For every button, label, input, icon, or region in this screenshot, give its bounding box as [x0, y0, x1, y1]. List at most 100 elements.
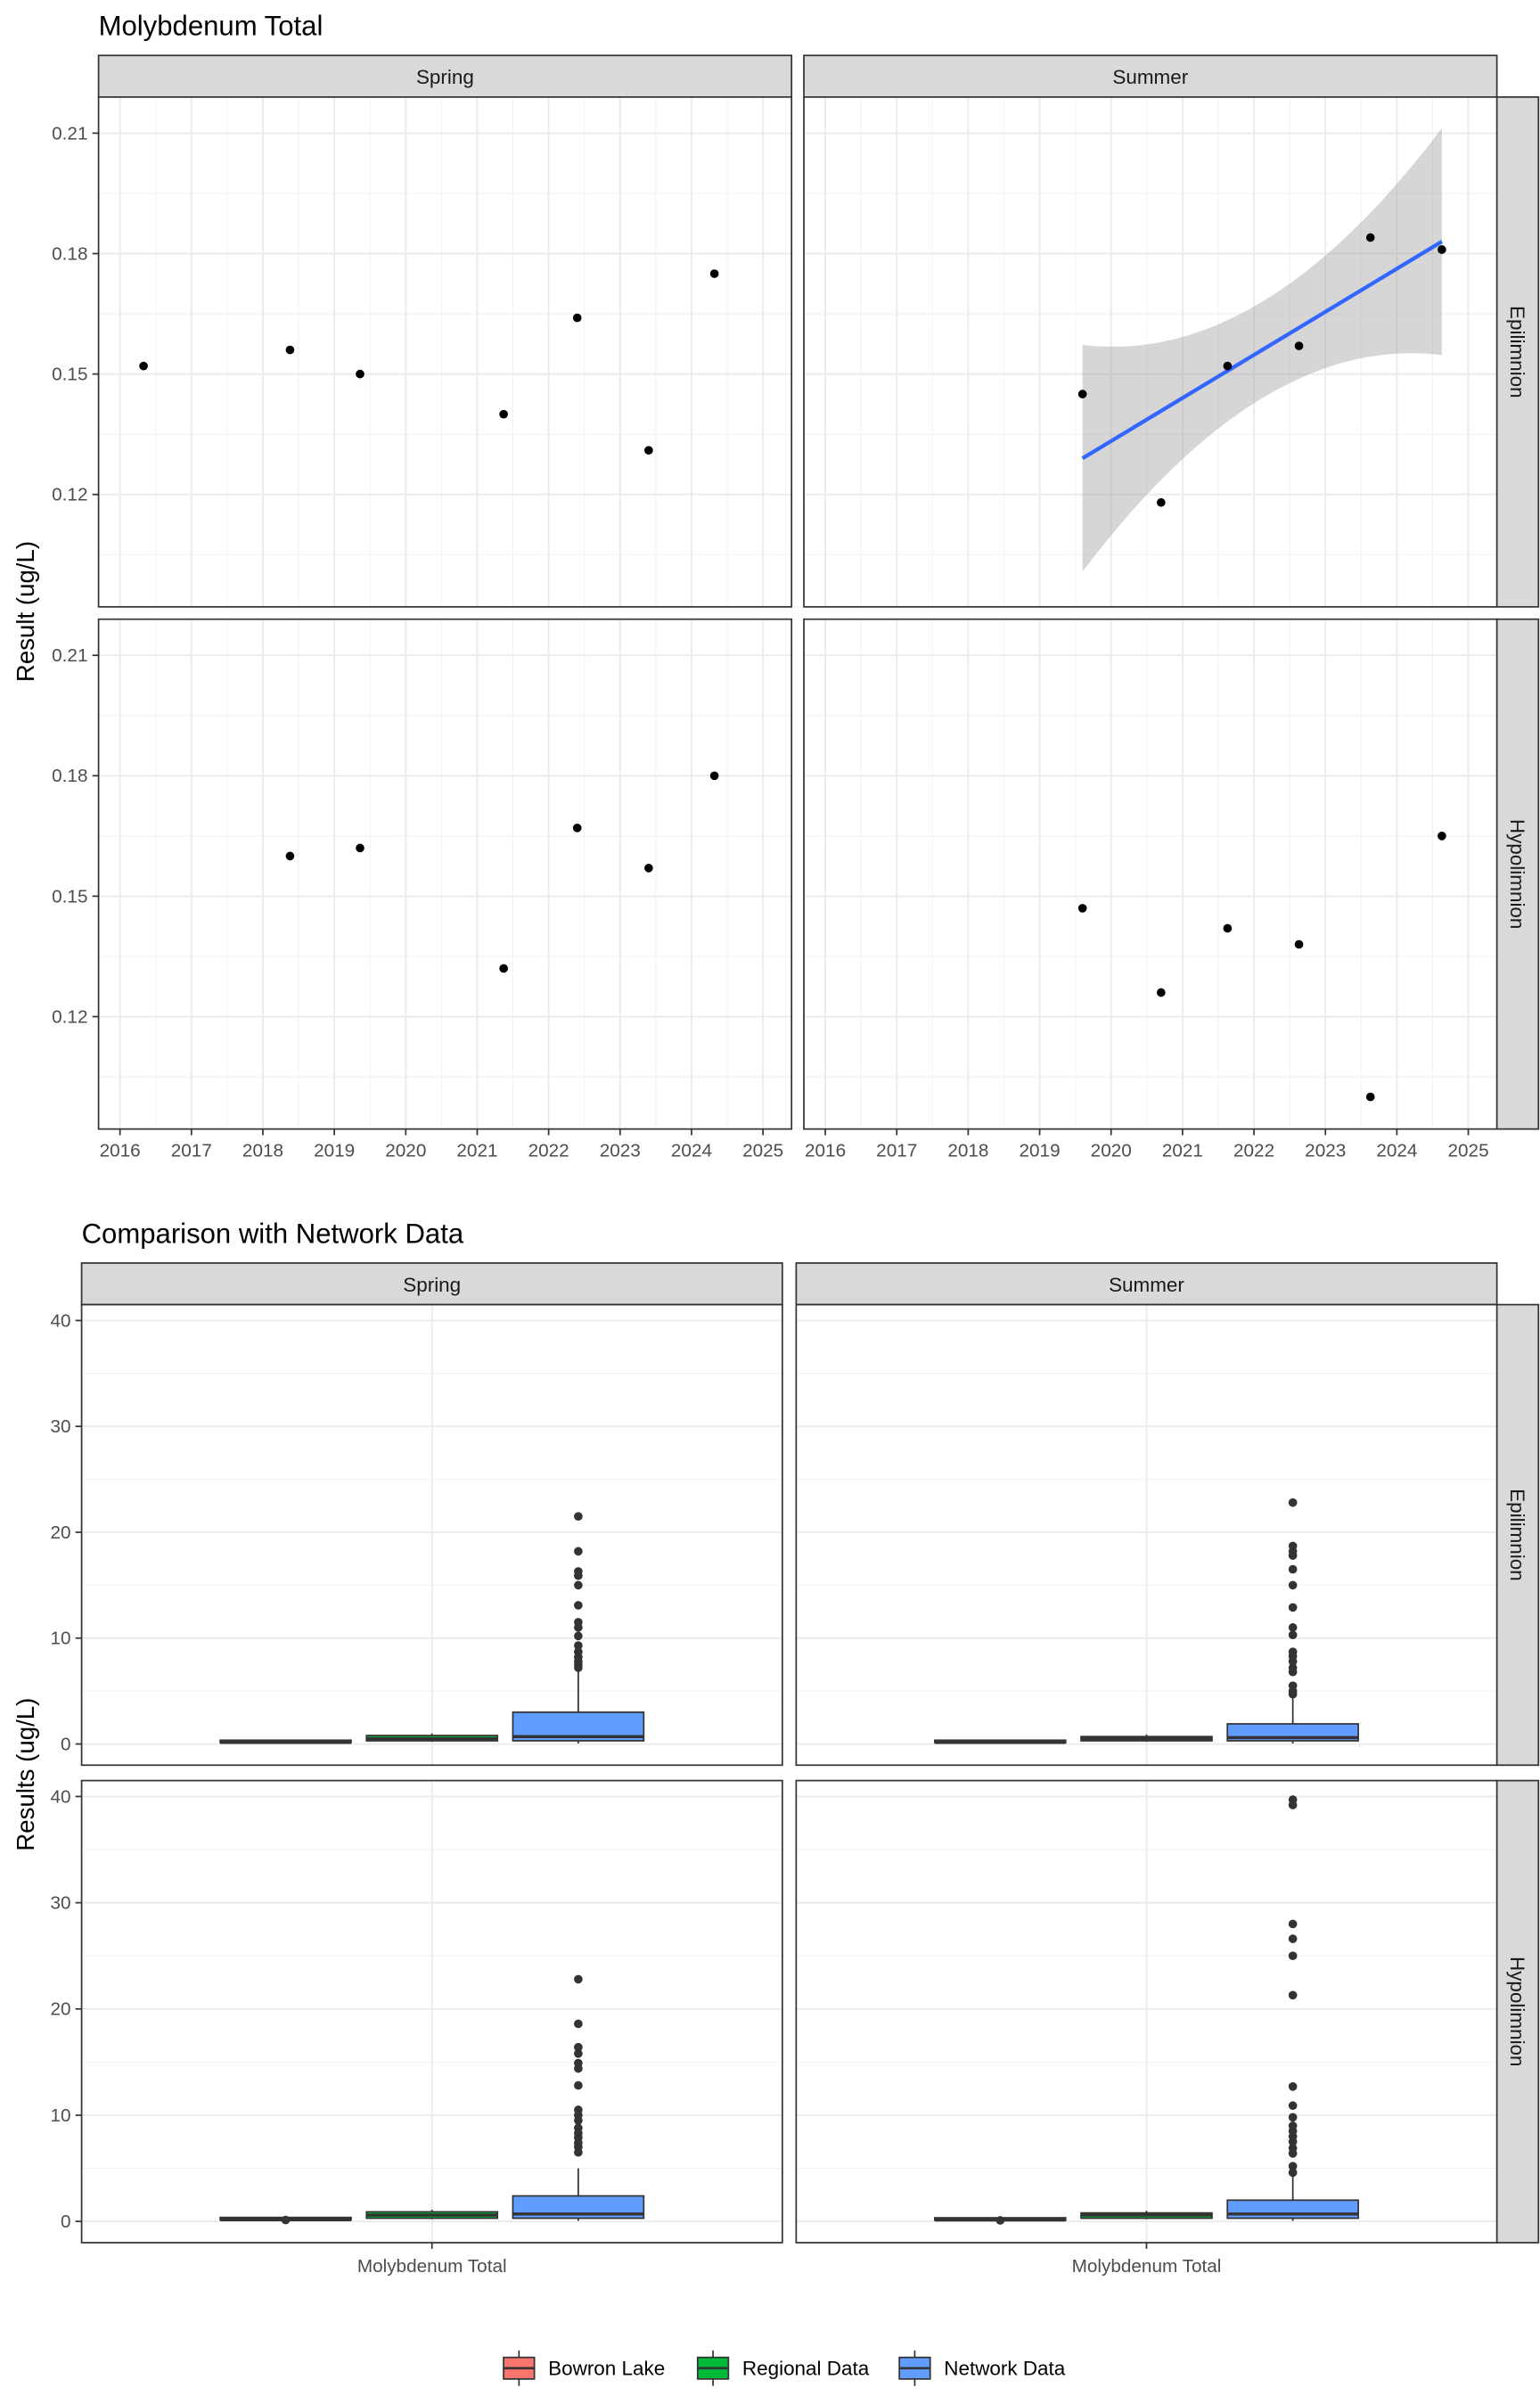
panel-border: [97, 618, 793, 1130]
x-tick-label: Molybdenum Total: [357, 2256, 507, 2277]
data-point: [285, 345, 295, 355]
boxplot-panel-summer-epilimnion: [795, 1303, 1498, 1767]
outlier-point: [574, 1631, 583, 1641]
facet-strip-summer: [795, 1262, 1498, 1306]
x-tick-label: 2017: [876, 1141, 917, 1161]
x-tick-label: 2024: [671, 1141, 712, 1161]
data-point: [1438, 832, 1446, 841]
x-tick-label: 2018: [947, 1141, 988, 1161]
box-bowron-lake: [934, 2216, 1067, 2225]
x-tick-label: 2017: [171, 1141, 212, 1161]
outlier-point: [1288, 1580, 1298, 1590]
outlier-point: [1288, 1934, 1298, 1943]
data-point: [709, 771, 719, 781]
facet-strip-label: Hypolimnion: [1506, 1957, 1528, 2067]
outlier-point: [1288, 1564, 1298, 1574]
y-tick-label: 0: [61, 1734, 71, 1754]
legend-item-network-data: Network Data: [898, 2350, 1066, 2386]
data-point: [1223, 923, 1233, 933]
y-tick-label: 40: [50, 1310, 70, 1331]
facet-strip-label: Spring: [403, 1274, 461, 1296]
panel-background: [98, 619, 792, 1129]
outlier-point: [1288, 2101, 1298, 2111]
x-tick-label: 2024: [1376, 1141, 1417, 1161]
data-point: [499, 964, 508, 973]
data-point: [1294, 940, 1304, 949]
outlier-point: [574, 1580, 583, 1590]
legend-label: Network Data: [944, 2358, 1066, 2380]
panel-border: [80, 1303, 783, 1767]
data-point: [1438, 245, 1446, 254]
outlier-point: [1288, 2168, 1298, 2178]
outlier-point: [574, 1601, 583, 1610]
outlier-point: [995, 2216, 1005, 2225]
x-tick-label: 2023: [1305, 1141, 1346, 1161]
x-tick-label: 2018: [242, 1141, 283, 1161]
y-tick-label: 20: [50, 1522, 70, 1543]
y-tick-label: 0: [61, 2211, 71, 2232]
x-tick-label: 2016: [805, 1141, 846, 1161]
outlier-point: [574, 1567, 583, 1576]
scatter-panel-summer-hypolimnion: [803, 618, 1498, 1130]
boxplot-y-axis-title: Results (ug/L): [12, 1698, 39, 1851]
legend-item-bowron-lake: Bowron Lake: [503, 2350, 665, 2386]
data-point: [1294, 341, 1304, 350]
x-tick-label: 2021: [456, 1141, 497, 1161]
outlier-point: [1288, 1663, 1298, 1672]
legend: Bowron Lake Regional Data Network Data: [503, 2350, 1066, 2386]
x-tick-label: 2019: [1020, 1141, 1061, 1161]
outlier-point: [1288, 2113, 1298, 2122]
panel-border: [803, 96, 1498, 608]
boxplot-facet-chart: Comparison with Network Data Results (ug/…: [12, 1218, 1540, 2386]
legend-item-regional-data: Regional Data: [696, 2350, 870, 2386]
scatter-panel-spring-hypolimnion: [97, 618, 793, 1130]
outlier-point: [1288, 1541, 1298, 1551]
outlier-point: [1288, 1647, 1298, 1657]
x-tick-label: 2022: [1233, 1141, 1274, 1161]
x-tick-label: Molybdenum Total: [1072, 2256, 1222, 2277]
panel-border: [803, 618, 1498, 1130]
scatter-facet-chart: Molybdenum Total Result (ug/L) Spring Summe…: [12, 11, 1540, 1161]
y-tick-label: 0.18: [52, 766, 87, 786]
outlier-point: [574, 1647, 583, 1657]
trend-line: [1081, 240, 1444, 461]
facet-strip-hypolimnion: [1495, 1779, 1540, 2244]
box-bowron-lake: [934, 1739, 1067, 1744]
outlier-point: [574, 2123, 583, 2133]
box-regional-data: [1080, 2211, 1213, 2220]
data-point: [499, 409, 508, 419]
outlier-point: [1288, 2162, 1298, 2171]
outlier-point: [574, 1547, 583, 1556]
outlier-point: [574, 2019, 583, 2029]
box-network-data: [512, 1974, 645, 2221]
panel-background: [98, 96, 792, 607]
scatter-chart-title: Molybdenum Total: [99, 11, 324, 42]
box-regional-data: [365, 1733, 499, 1743]
outlier-point: [1288, 1623, 1298, 1632]
legend-label: Regional Data: [742, 2358, 870, 2380]
facet-strip-epilimnion: [1495, 96, 1540, 608]
data-point: [356, 369, 365, 379]
box-body: [1226, 2199, 1359, 2220]
outlier-point: [574, 1618, 583, 1627]
x-tick-label: 2020: [1091, 1141, 1132, 1161]
outlier-point: [1288, 2144, 1298, 2153]
y-tick-label: 0.21: [52, 645, 87, 666]
facet-strip-hypolimnion: [1495, 618, 1540, 1130]
y-tick-label: 10: [50, 1629, 70, 1649]
outlier-point: [1288, 1990, 1298, 2000]
outlier-point: [574, 1974, 583, 1984]
box-network-data: [1226, 1498, 1359, 1744]
y-tick-label: 0.18: [52, 243, 87, 264]
panel-border: [795, 1303, 1498, 1767]
outlier-point: [574, 2058, 583, 2068]
boxplot-panel-summer-hypolimnion: [795, 1779, 1498, 2244]
boxplot-chart-title: Comparison with Network Data: [82, 1218, 464, 1249]
outlier-point: [1288, 1951, 1298, 1961]
x-tick-label: 2025: [742, 1141, 783, 1161]
facet-strip-label: Summer: [1112, 66, 1188, 88]
outlier-point: [1288, 1498, 1298, 1507]
boxplot-panel-spring-hypolimnion: [80, 1779, 783, 2244]
